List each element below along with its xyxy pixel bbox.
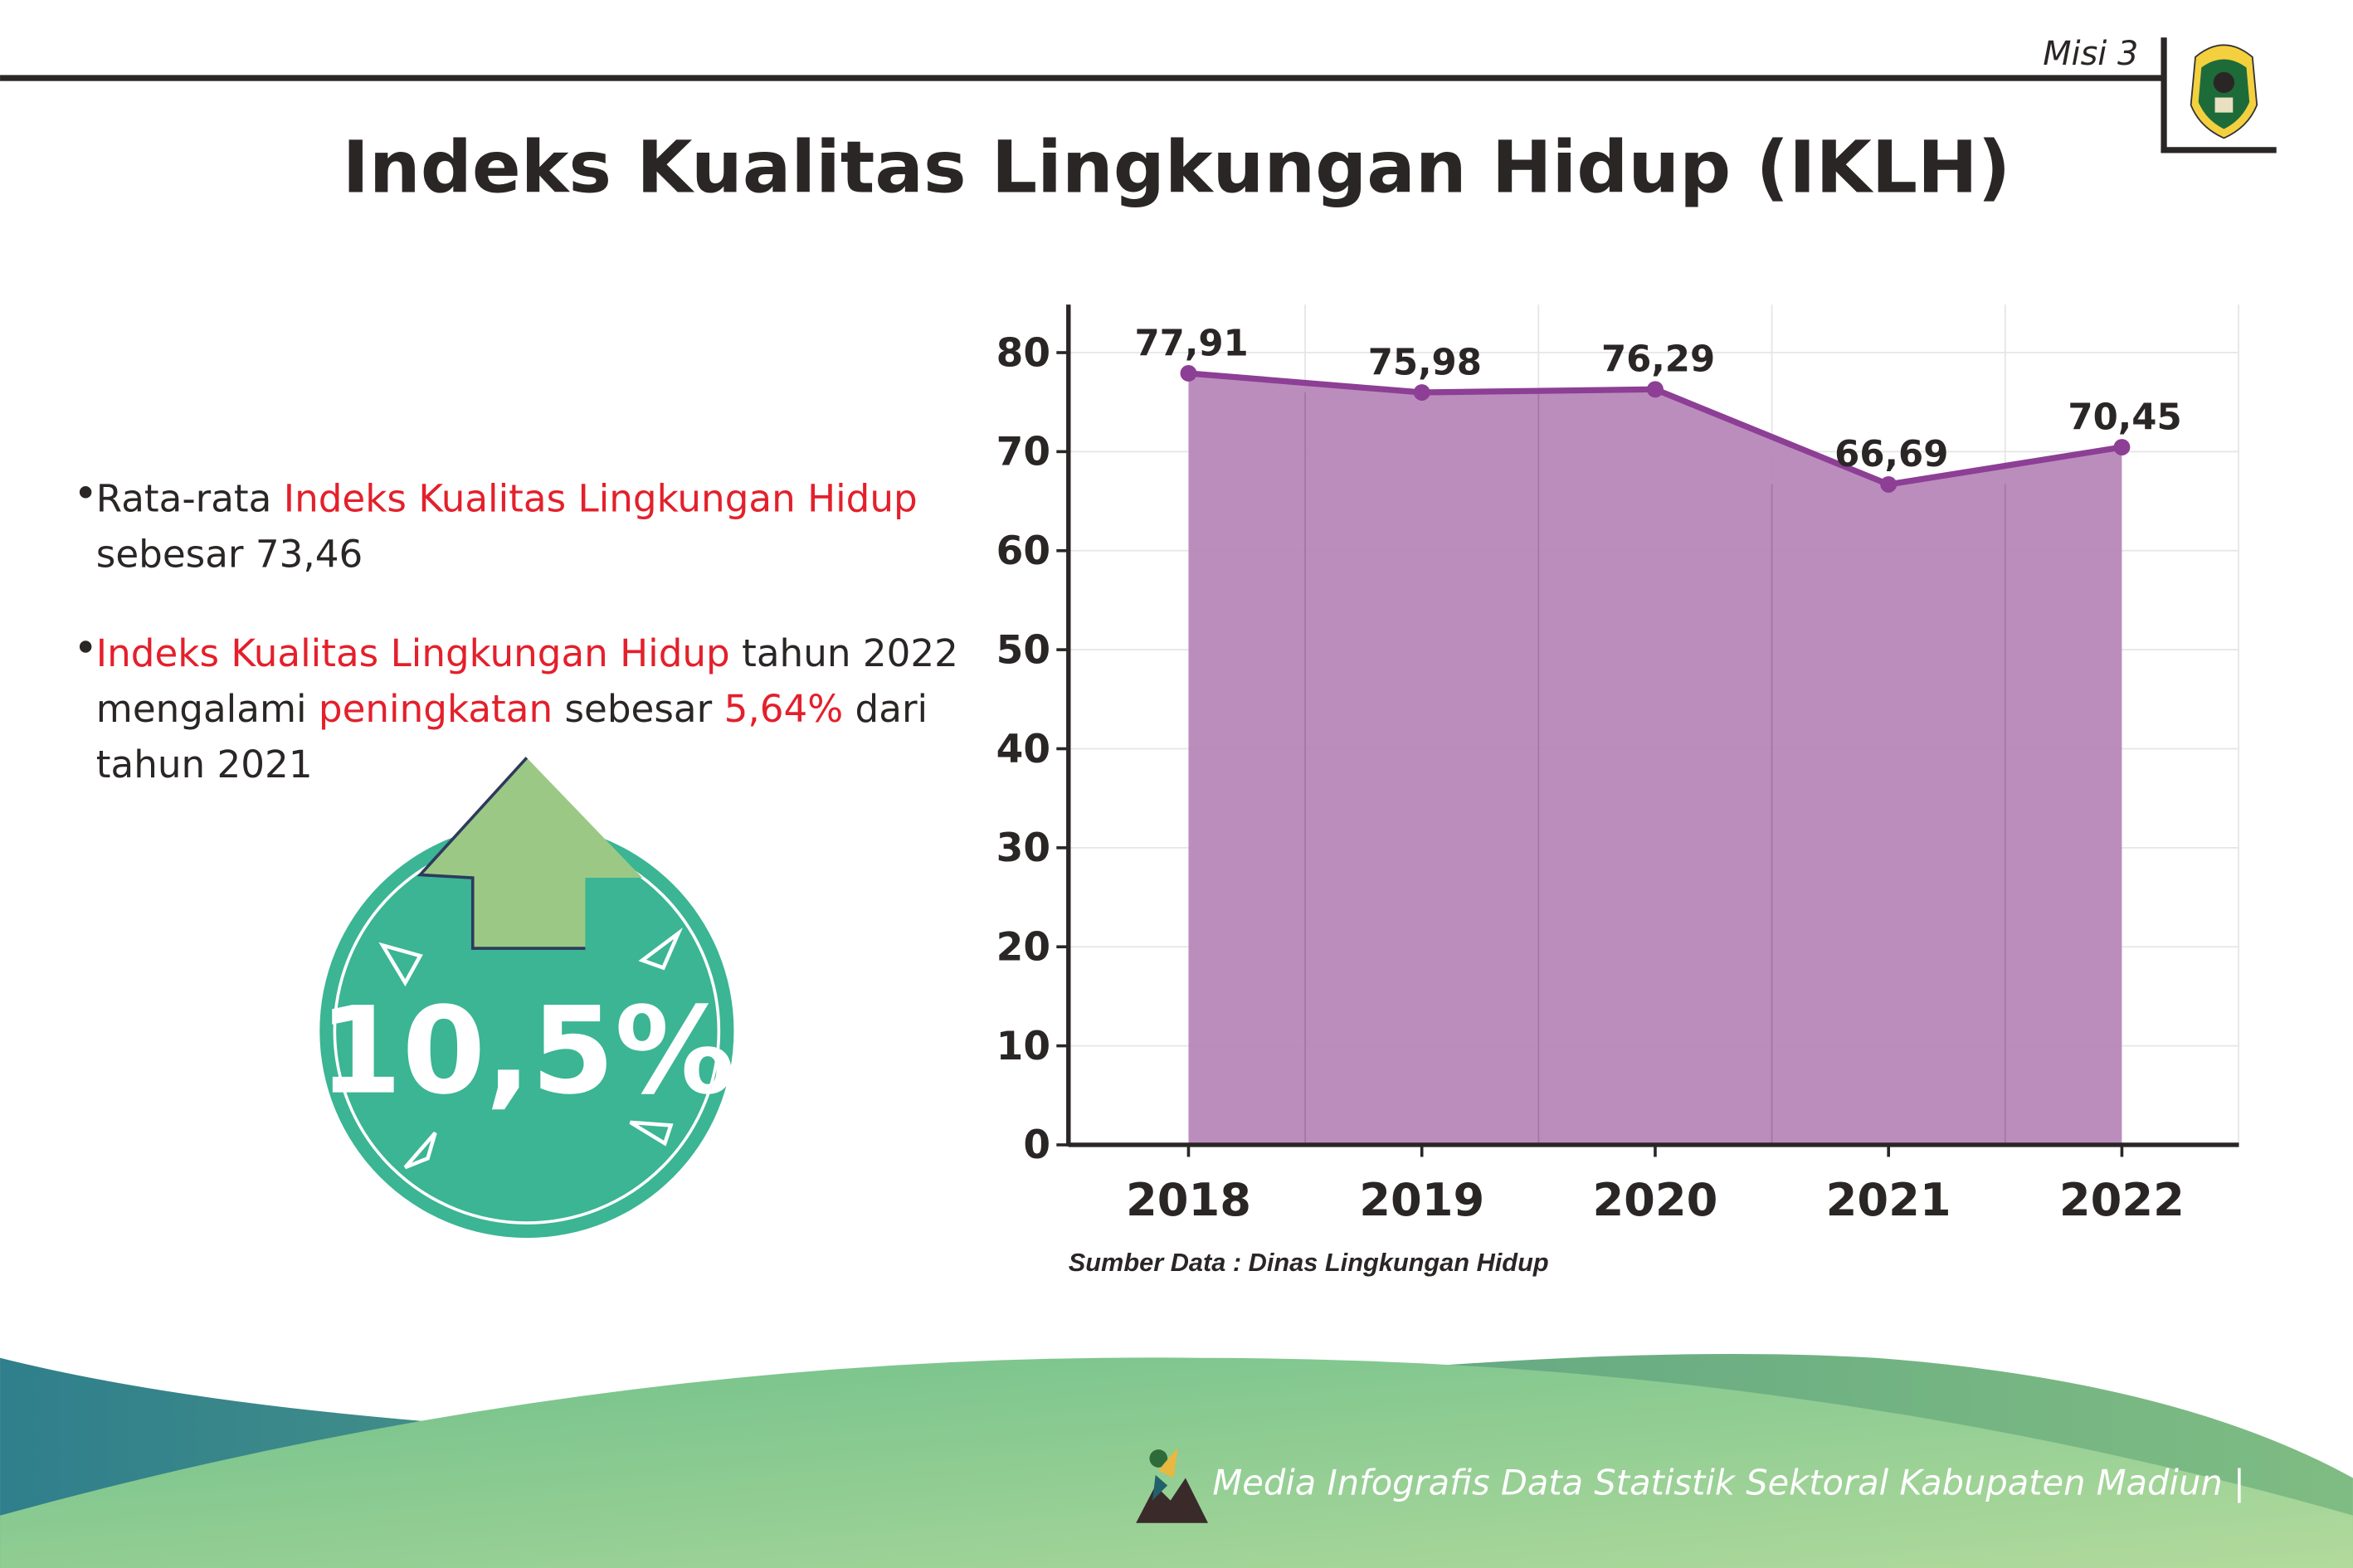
y-tick-label: 40 xyxy=(996,727,1050,772)
data-label: 70,45 xyxy=(2068,397,2181,438)
statistics-mascot-icon xyxy=(1136,1448,1208,1523)
triangle-decoration-icon xyxy=(403,1132,437,1170)
bullet2-increase: peningkatan xyxy=(319,687,553,731)
data-point xyxy=(1180,365,1197,382)
growth-badge: 10,5% xyxy=(319,757,735,1239)
bullet2-w5: dari xyxy=(843,687,928,731)
summary-bullet-1: Rata-rata Indeks Kualitas Lingkungan Hid… xyxy=(79,477,918,577)
data-label: 76,29 xyxy=(1601,339,1715,381)
data-label: 75,98 xyxy=(1368,342,1482,383)
header-bracket-horizontal xyxy=(2161,147,2277,153)
svg-text:Rata-rata Indeks Kualitas Ling: Rata-rata Indeks Kualitas Lingkungan Hid… xyxy=(96,477,918,521)
arrow-up-icon xyxy=(420,757,643,949)
footer-wave-front xyxy=(0,1357,2353,1568)
badge-value: 10,5% xyxy=(319,982,735,1122)
x-tick-label: 2021 xyxy=(1826,1174,1951,1226)
y-tick-label: 80 xyxy=(996,330,1050,376)
header-bracket-vertical xyxy=(2161,37,2167,153)
bullet1-prefix: Rata-rata xyxy=(96,477,284,521)
triangle-decoration-icon xyxy=(378,942,423,987)
y-tick-label: 70 xyxy=(996,430,1050,475)
svg-text:mengalami peningkatan sebesar: mengalami peningkatan sebesar 5,64% dari xyxy=(96,687,928,731)
bullet-dot xyxy=(79,485,92,499)
bullet2-w3: sebesar xyxy=(553,687,723,731)
x-tick-label: 2018 xyxy=(1126,1174,1251,1226)
area-fill xyxy=(1188,373,2122,1145)
data-point xyxy=(1413,384,1430,401)
data-point xyxy=(1647,381,1664,398)
x-tick-label: 2020 xyxy=(1592,1174,1717,1226)
data-point xyxy=(2113,439,2131,455)
madiun-logo-icon xyxy=(2190,44,2258,139)
header-rule xyxy=(0,75,2165,81)
y-tick-label: 20 xyxy=(996,925,1050,971)
bullet2-rest: tahun 2022 xyxy=(730,631,958,675)
bullet-dot xyxy=(79,640,92,653)
x-tick-label: 2019 xyxy=(1359,1174,1484,1226)
y-tick-label: 50 xyxy=(996,627,1050,673)
data-label: 77,91 xyxy=(1134,323,1248,364)
page-title: Indeks Kualitas Lingkungan Hidup (IKLH) xyxy=(343,126,2011,210)
bullet2-line3: tahun 2021 xyxy=(96,743,313,786)
y-tick-label: 60 xyxy=(996,528,1050,574)
y-tick-label: 10 xyxy=(996,1024,1050,1069)
footer-text: Media Infografis Data Statistik Sektoral… xyxy=(1212,1462,2245,1502)
iklh-area-chart: 0 10 20 30 40 50 60 70 80 77,91 2018 75,98 2019 76,29… xyxy=(996,304,2239,1226)
triangle-decoration-icon xyxy=(629,1120,674,1147)
bullet1-highlight: Indeks Kualitas Lingkungan Hidup xyxy=(284,477,918,521)
triangle-decoration-icon xyxy=(638,928,684,971)
bullet2-w1: mengalami xyxy=(96,687,319,731)
svg-text:Indeks Kualitas Lingkungan Hid: Indeks Kualitas Lingkungan Hidup tahun 2… xyxy=(96,631,958,675)
bullet2-percent: 5,64% xyxy=(724,687,844,731)
section-label: Misi 3 xyxy=(2043,35,2138,73)
chart-source: Sumber Data : Dinas Lingkungan Hidup xyxy=(1069,1248,1549,1277)
x-tick-label: 2022 xyxy=(2059,1174,2185,1226)
data-point xyxy=(1880,475,1898,493)
y-tick-label: 0 xyxy=(1023,1122,1050,1168)
bullet2-highlight: Indeks Kualitas Lingkungan Hidup xyxy=(96,631,730,675)
data-label: 66,69 xyxy=(1834,434,1948,475)
bullet1-line2: sebesar 73,46 xyxy=(96,533,363,577)
summary-bullet-2: Indeks Kualitas Lingkungan Hidup tahun 2… xyxy=(79,631,958,786)
y-tick-label: 30 xyxy=(996,825,1050,871)
